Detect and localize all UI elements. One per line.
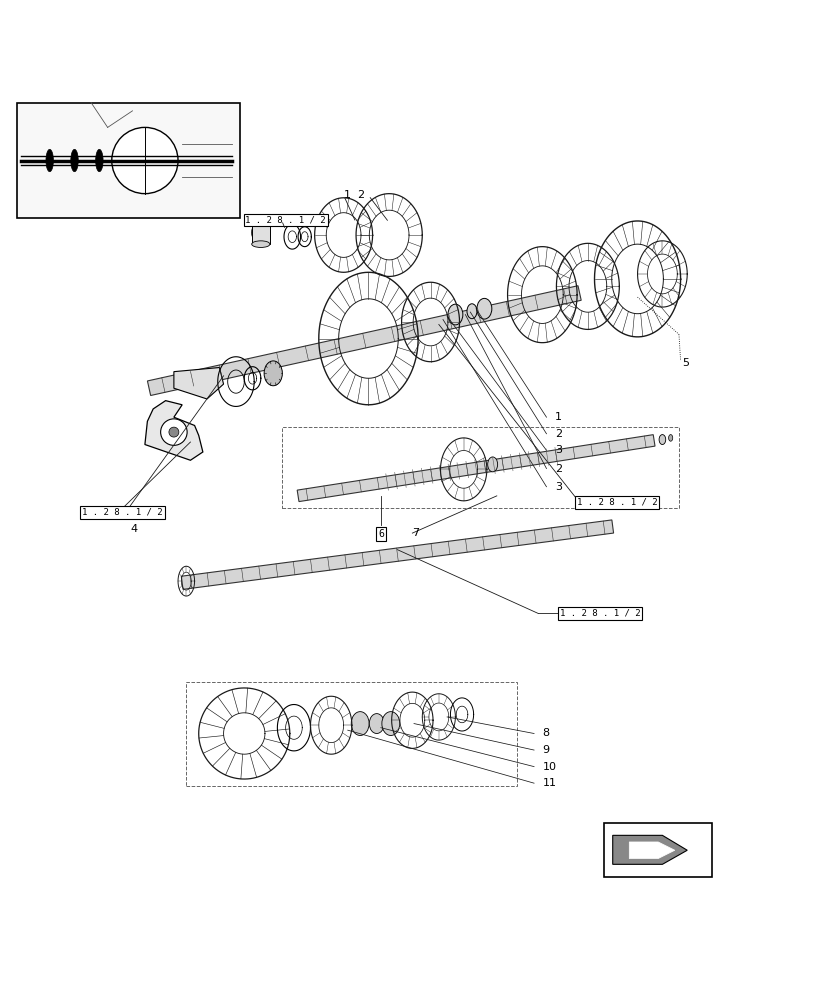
Polygon shape	[145, 401, 203, 460]
Ellipse shape	[46, 149, 53, 172]
Ellipse shape	[251, 241, 270, 247]
Ellipse shape	[70, 149, 78, 172]
Ellipse shape	[487, 457, 497, 472]
Polygon shape	[181, 520, 613, 589]
Bar	[251, 221, 270, 244]
Text: 3: 3	[554, 482, 561, 492]
Text: 5: 5	[681, 358, 688, 368]
Ellipse shape	[251, 221, 270, 244]
Text: 10: 10	[542, 762, 556, 772]
Polygon shape	[612, 835, 686, 864]
Text: 7: 7	[412, 528, 419, 538]
Circle shape	[160, 419, 187, 445]
Ellipse shape	[264, 361, 282, 386]
Ellipse shape	[369, 714, 384, 733]
Text: 1 . 2 8 . 1 / 2: 1 . 2 8 . 1 / 2	[82, 508, 163, 517]
Text: 1  2: 1 2	[343, 190, 365, 200]
Ellipse shape	[668, 435, 672, 441]
Text: 9: 9	[542, 745, 549, 755]
Text: 8: 8	[542, 728, 549, 738]
Text: 11: 11	[542, 778, 556, 788]
Polygon shape	[174, 368, 223, 399]
Ellipse shape	[381, 712, 399, 735]
Text: 1 . 2 8 . 1 / 2: 1 . 2 8 . 1 / 2	[576, 498, 657, 507]
Text: 2: 2	[554, 429, 562, 439]
Ellipse shape	[658, 435, 665, 445]
Ellipse shape	[466, 304, 476, 319]
Text: 4: 4	[131, 524, 138, 534]
Circle shape	[112, 127, 178, 194]
Polygon shape	[629, 842, 674, 859]
Ellipse shape	[351, 712, 369, 735]
Ellipse shape	[447, 304, 462, 325]
Ellipse shape	[476, 298, 491, 319]
Circle shape	[169, 427, 179, 437]
Text: 2: 2	[554, 464, 562, 474]
Polygon shape	[147, 286, 581, 395]
Bar	[17, 103, 240, 218]
Text: 3: 3	[554, 445, 561, 455]
Text: 1 . 2 8 . 1 / 2: 1 . 2 8 . 1 / 2	[559, 609, 640, 618]
Polygon shape	[297, 435, 654, 502]
Text: 1: 1	[554, 412, 561, 422]
Ellipse shape	[95, 149, 103, 172]
Text: 6: 6	[377, 529, 384, 539]
Bar	[604, 823, 711, 877]
Text: 1 . 2 8 . 1 / 2: 1 . 2 8 . 1 / 2	[245, 216, 326, 225]
